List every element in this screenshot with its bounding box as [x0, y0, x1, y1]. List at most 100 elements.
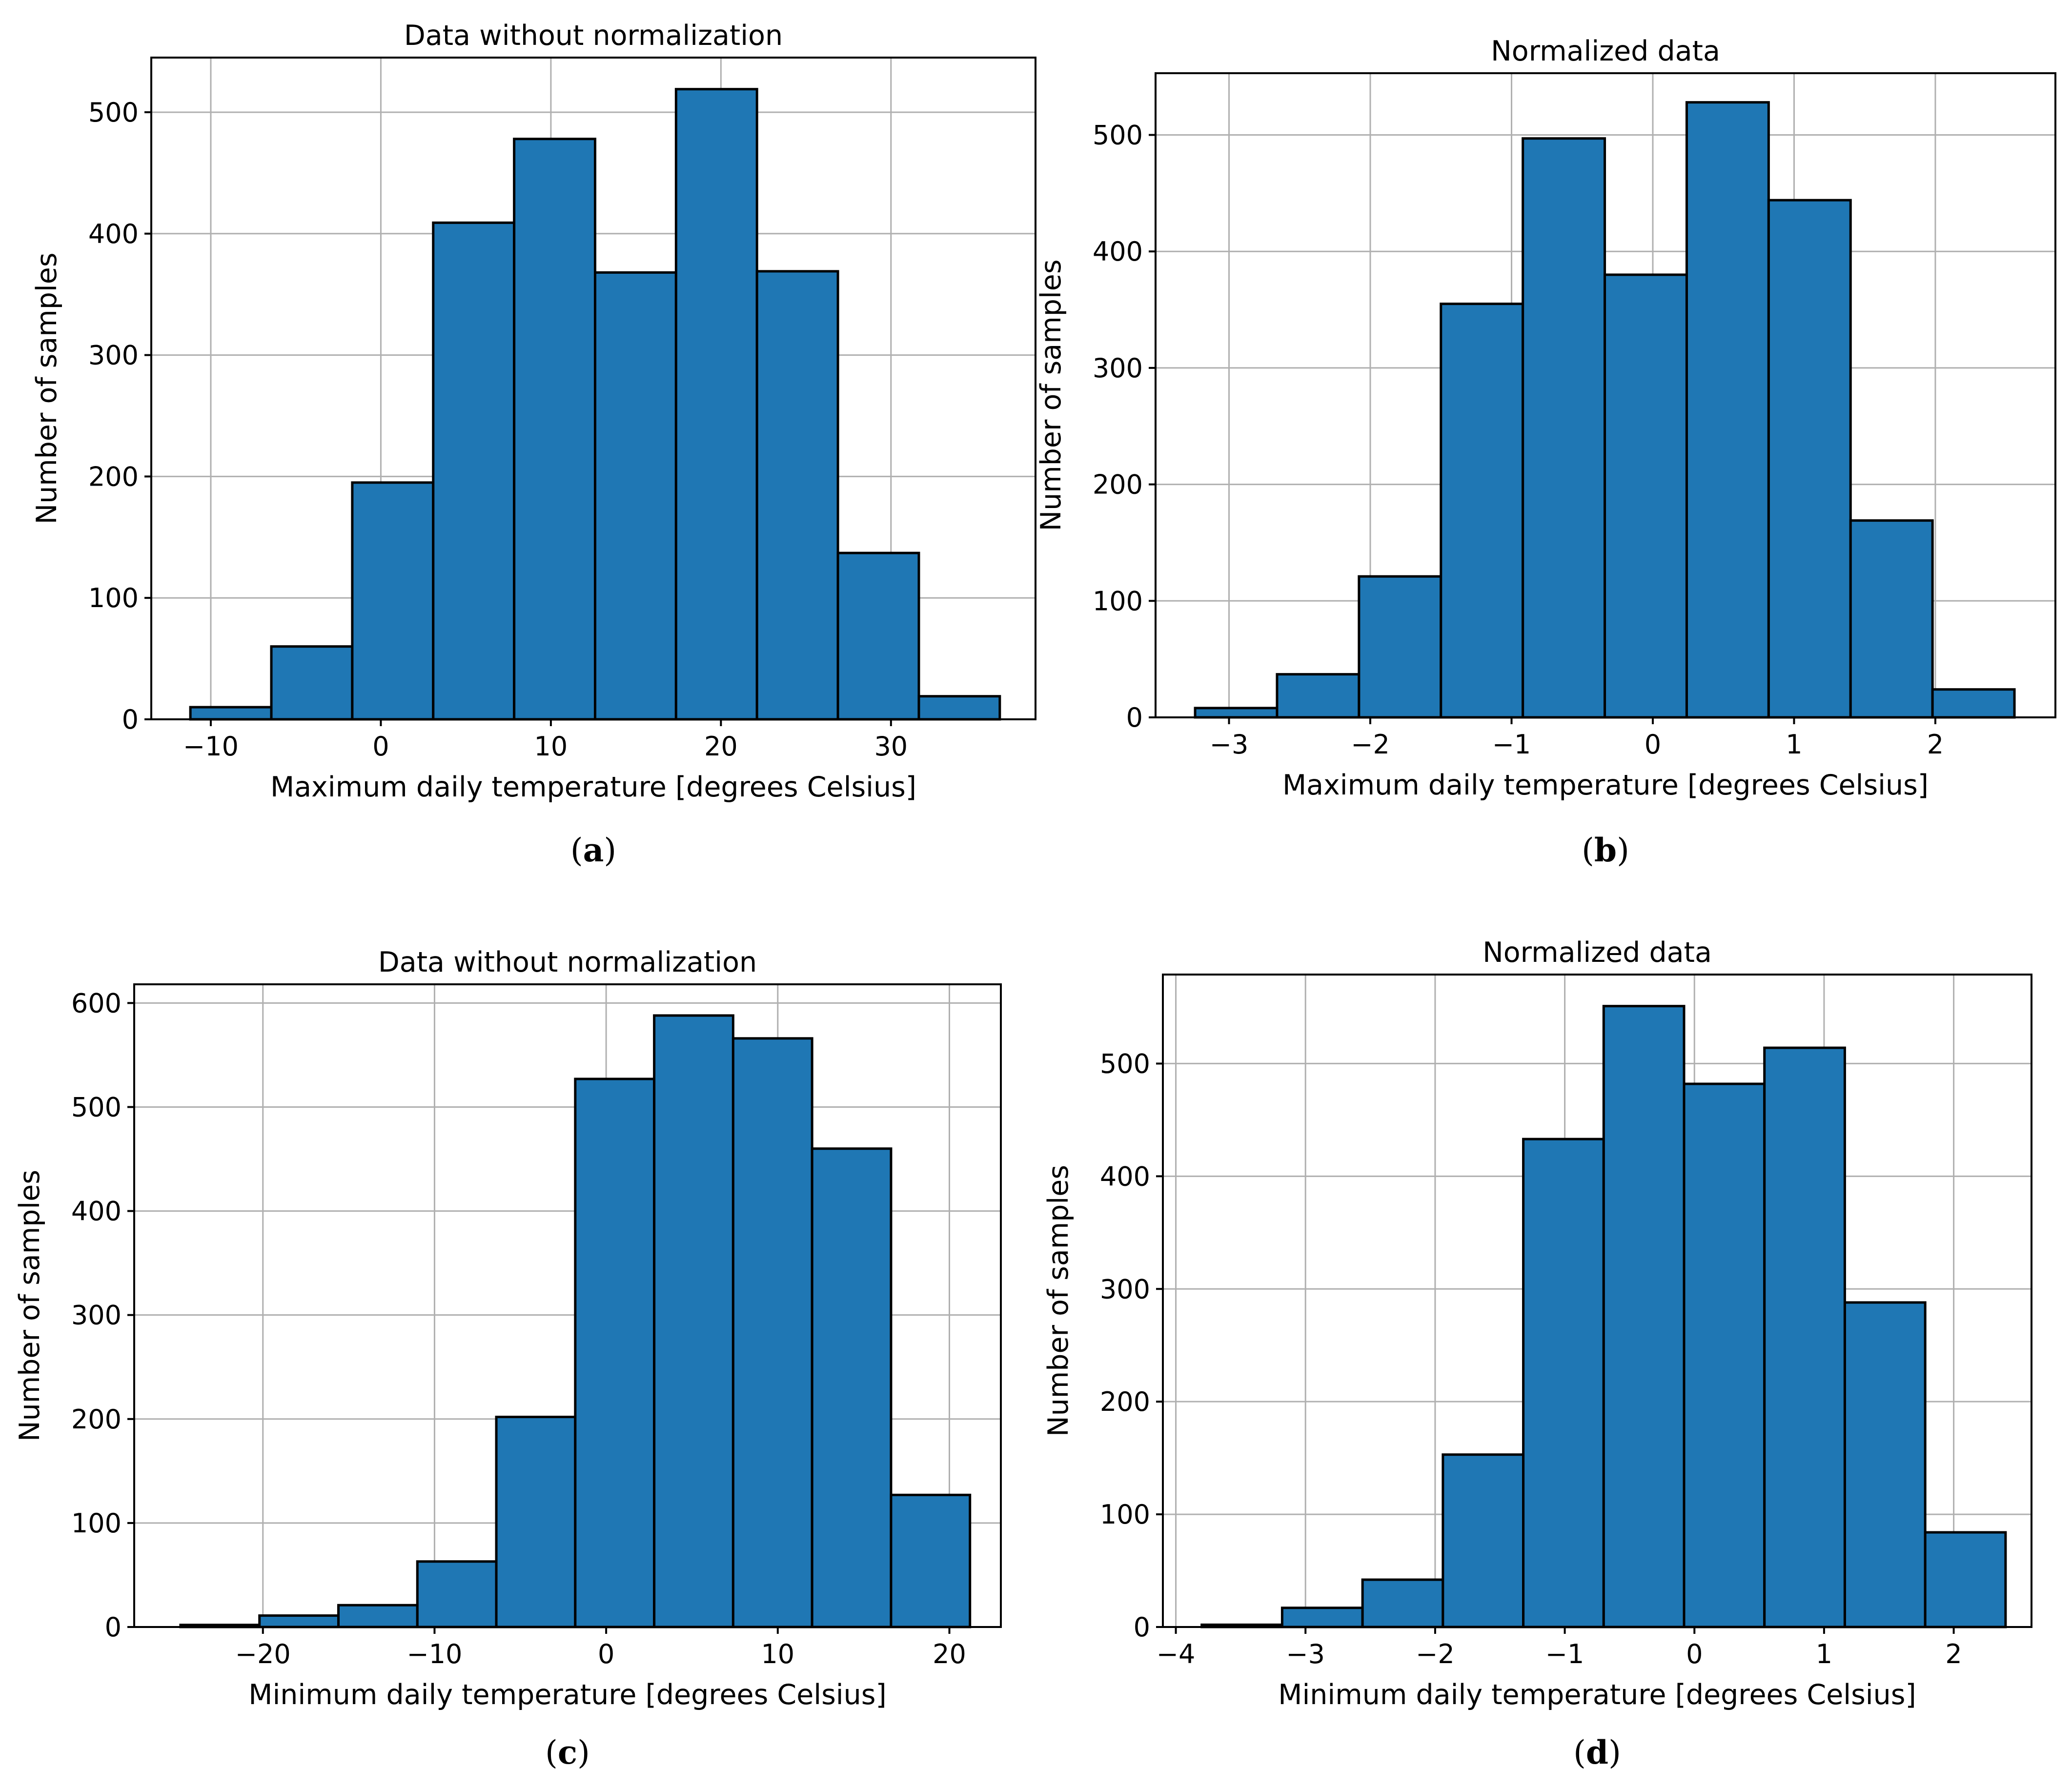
y-tick-label: 400: [1100, 1161, 1150, 1192]
y-axis-label: Number of samples: [1042, 1165, 1075, 1437]
y-tick-label: 200: [88, 461, 139, 492]
panel-caption: (c): [545, 1733, 590, 1771]
histogram-bar: [337, 1604, 419, 1628]
histogram-bar: [593, 271, 677, 721]
x-tick-label: 20: [704, 731, 738, 762]
x-tick-label: −1: [1492, 729, 1531, 760]
x-tick-label: 2: [1945, 1639, 1962, 1669]
x-tick-label: 2: [1927, 729, 1944, 760]
panel-caption-letter: b: [1594, 831, 1617, 869]
y-tick-label: 500: [71, 1092, 122, 1122]
histogram-bar: [1683, 1082, 1766, 1628]
y-axis-label: Number of samples: [31, 252, 63, 524]
x-axis-label: Minimum daily temperature [degrees Celsi…: [1278, 1679, 1916, 1711]
histogram-bar: [811, 1147, 893, 1628]
chart-title: Normalized data: [1491, 35, 1720, 67]
chart-title: Data without normalization: [404, 20, 783, 52]
x-axis-label: Minimum daily temperature [degrees Celsi…: [248, 1679, 886, 1711]
axes-frame: [150, 57, 1036, 720]
histogram-bar: [1849, 519, 1934, 719]
histogram-bar: [351, 481, 435, 721]
histogram-bar: [270, 645, 354, 721]
y-tick-label: 100: [1100, 1499, 1150, 1530]
histogram-bar: [1931, 688, 2016, 719]
panel-caption: (a): [570, 831, 616, 869]
panel-caption: (b): [1582, 831, 1629, 869]
y-axis-label: Number of samples: [14, 1170, 46, 1442]
histogram-bar: [258, 1614, 340, 1628]
y-tick-label: 500: [1100, 1048, 1150, 1079]
x-tick-label: 10: [761, 1639, 794, 1669]
histogram-bar: [1843, 1301, 1927, 1628]
histogram-bar: [1276, 673, 1361, 719]
histogram-bar: [574, 1078, 656, 1628]
histogram-bar: [731, 1037, 813, 1628]
x-tick-label: −3: [1210, 729, 1249, 760]
y-tick-label: 400: [1093, 236, 1143, 267]
histogram-bar: [836, 551, 920, 721]
histogram-bar: [1604, 273, 1688, 719]
x-tick-label: 20: [933, 1639, 966, 1669]
histogram-panel-b: −3 −2 −1 0 1 2 0 100 200 300 400 500 Normalized data…: [1035, 35, 2056, 869]
x-tick-label: −2: [1351, 729, 1390, 760]
axes-frame: [1162, 974, 2032, 1628]
y-tick-label: 400: [88, 219, 139, 249]
x-tick-label: −10: [183, 731, 239, 762]
panel-caption-letter: c: [558, 1733, 577, 1771]
x-tick-label: 0: [372, 731, 389, 762]
y-tick-label: 100: [1093, 586, 1143, 616]
histogram-bar: [1442, 1453, 1525, 1628]
panel-caption: (d): [1573, 1733, 1621, 1771]
y-tick-label: 300: [88, 340, 139, 371]
y-tick-label: 0: [1134, 1612, 1150, 1643]
y-tick-label: 200: [1100, 1386, 1150, 1417]
chart-title: Normalized data: [1483, 936, 1712, 969]
histogram-bar: [416, 1560, 498, 1628]
y-tick-label: 100: [71, 1508, 122, 1539]
histogram-bar: [1763, 1046, 1846, 1628]
y-tick-label: 300: [1093, 353, 1143, 384]
histogram-bar: [653, 1014, 734, 1628]
histogram-bar: [1685, 101, 1770, 719]
x-tick-label: −2: [1416, 1639, 1455, 1669]
x-tick-label: 0: [1686, 1639, 1703, 1669]
x-tick-label: −3: [1286, 1639, 1325, 1669]
histogram-bar: [1522, 137, 1606, 719]
histogram-bar: [1924, 1531, 2007, 1628]
histogram-bar: [1358, 575, 1442, 719]
x-tick-label: 0: [598, 1639, 614, 1669]
y-axis-label: Number of samples: [1035, 259, 1067, 531]
histogram-bar: [755, 270, 839, 721]
histogram-bar: [1440, 303, 1524, 719]
y-tick-label: 500: [88, 97, 139, 128]
histogram-bar: [1767, 199, 1852, 719]
axes-frame: [133, 983, 1002, 1628]
x-axis-label: Maximum daily temperature [degrees Celsi…: [1282, 769, 1929, 801]
histogram-bar: [189, 706, 273, 721]
x-tick-label: 1: [1786, 729, 1802, 760]
y-tick-label: 100: [88, 583, 139, 613]
x-tick-label: −10: [406, 1639, 462, 1669]
y-tick-label: 300: [71, 1300, 122, 1331]
x-tick-label: −20: [235, 1639, 291, 1669]
y-tick-label: 0: [1126, 702, 1143, 733]
histogram-bar: [1361, 1578, 1444, 1628]
x-tick-label: 0: [1645, 729, 1661, 760]
axes-frame: [1155, 72, 2056, 718]
histogram-bar: [1280, 1607, 1364, 1628]
y-tick-label: 300: [1100, 1274, 1150, 1304]
histogram-bar: [1522, 1138, 1605, 1628]
panel-caption-letter: d: [1586, 1733, 1608, 1771]
y-tick-label: 200: [71, 1404, 122, 1435]
chart-title: Data without normalization: [378, 946, 757, 978]
histogram-bar: [1602, 1005, 1686, 1628]
histogram-bar: [674, 88, 758, 721]
histogram-bar: [1194, 707, 1279, 719]
histogram-bar: [890, 1493, 972, 1628]
x-tick-label: −1: [1545, 1639, 1584, 1669]
x-tick-label: 10: [534, 731, 568, 762]
histogram-panel-d: −4 −3 −2 −1 0 1 2 0 100 200 300 400 500 Normalized da…: [1042, 936, 2032, 1771]
